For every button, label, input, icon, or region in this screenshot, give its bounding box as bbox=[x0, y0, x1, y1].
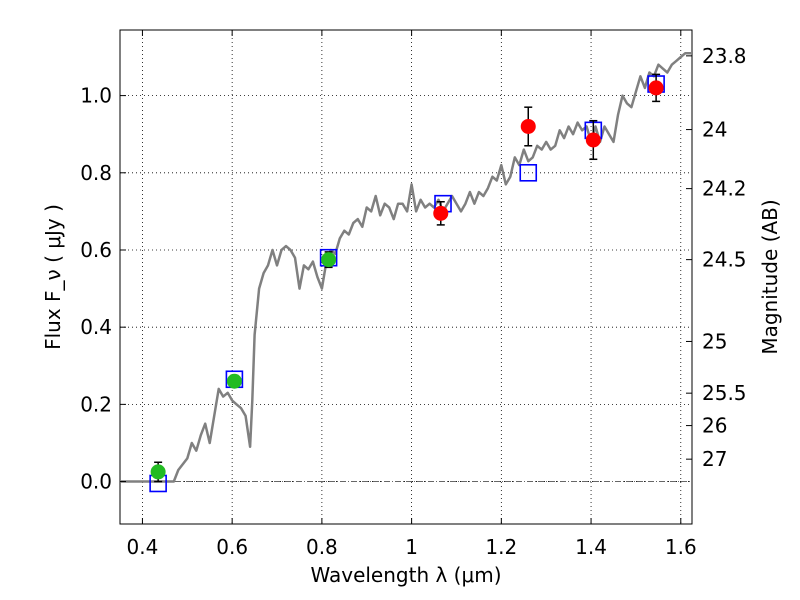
x-tick-label: 1 bbox=[405, 535, 418, 559]
observed-point bbox=[520, 118, 536, 134]
magnitude-tick-label: 27 bbox=[702, 447, 727, 471]
y-tick-label: 0.8 bbox=[80, 161, 112, 185]
magnitude-tick-label: 24.2 bbox=[702, 177, 747, 201]
observed-point bbox=[321, 252, 337, 268]
magnitude-tick-label: 24 bbox=[702, 118, 727, 142]
x-tick-label: 1.2 bbox=[485, 535, 517, 559]
x-tick-label: 1.4 bbox=[575, 535, 607, 559]
y-tick-label: 0.4 bbox=[80, 315, 112, 339]
magnitude-tick-label: 24.5 bbox=[702, 248, 747, 272]
magnitude-tick-label: 25 bbox=[702, 329, 727, 353]
magnitude-tick-label: 25.5 bbox=[702, 381, 747, 405]
y-tick-label: 1.0 bbox=[80, 84, 112, 108]
model-photometry-square bbox=[519, 163, 538, 182]
observed-point bbox=[585, 132, 601, 148]
y-tick-label: 0.0 bbox=[80, 470, 112, 494]
x-tick-label: 0.6 bbox=[216, 535, 248, 559]
observed-point bbox=[150, 464, 166, 480]
observed-point bbox=[433, 205, 449, 221]
x-tick-label: 0.4 bbox=[127, 535, 159, 559]
observed-point bbox=[226, 373, 242, 389]
plot-layer bbox=[120, 51, 692, 493]
y-tick-label: 0.2 bbox=[80, 392, 112, 416]
x-axis-label: Wavelength λ (μm) bbox=[310, 563, 501, 587]
right-axis-label: Magnitude (AB) bbox=[758, 199, 782, 354]
plot-frame bbox=[119, 29, 693, 525]
x-tick-label: 0.8 bbox=[306, 535, 338, 559]
y-tick-label: 0.6 bbox=[80, 238, 112, 262]
grid-layer bbox=[120, 30, 692, 524]
x-tick-label: 1.6 bbox=[665, 535, 697, 559]
y-axis-label: Flux F_ν ( μJy ) bbox=[41, 204, 65, 350]
ticks-layer: 0.4 0.6 0.8 1 1.2 1.4 1.6 0.0 0.2 0.4 0.6 0.8 1.0 23.… bbox=[80, 30, 747, 559]
magnitude-tick-label: 26 bbox=[702, 414, 727, 438]
model-spectrum-line bbox=[120, 51, 692, 483]
magnitude-tick-label: 23.8 bbox=[702, 44, 747, 68]
observed-point bbox=[648, 80, 664, 96]
